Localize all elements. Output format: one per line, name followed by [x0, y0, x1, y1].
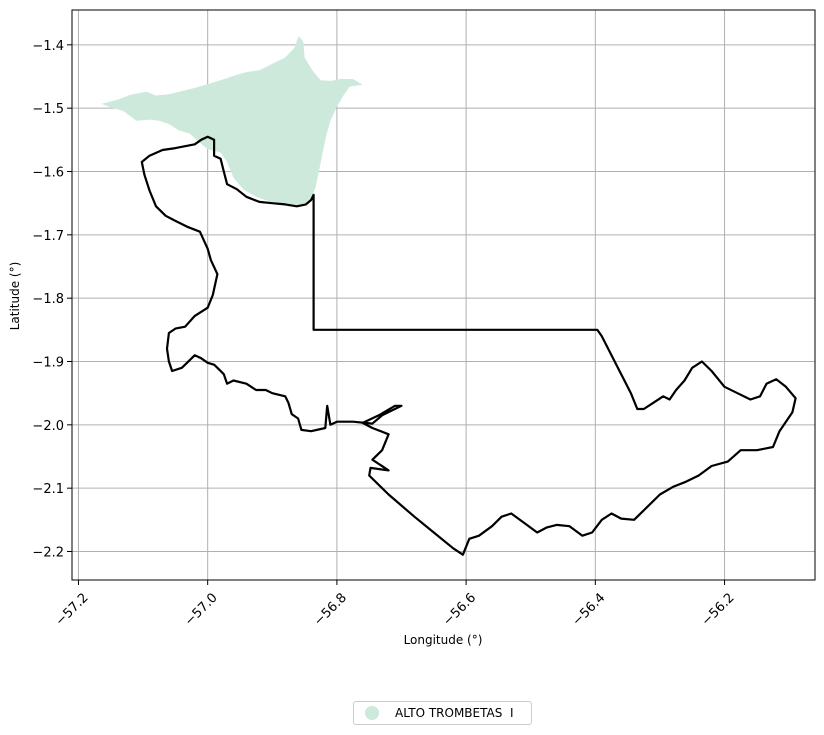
- y-tick-label: −2.2: [32, 546, 64, 561]
- boundary-outline: [140, 135, 797, 556]
- x-tick-label: −56.2: [699, 590, 738, 629]
- y-tick-label: −1.4: [32, 39, 64, 54]
- legend-label: ALTO TROMBETAS I: [395, 706, 514, 720]
- x-tick-label: −57.2: [53, 590, 92, 629]
- y-tick-label: −1.5: [32, 102, 64, 117]
- alto-trombetas-area: [101, 36, 363, 207]
- x-tick-label: −56.6: [440, 590, 479, 629]
- y-tick-label: −1.6: [32, 166, 64, 181]
- map-layers: [101, 36, 797, 556]
- x-axis-label: Longitude (°): [404, 633, 483, 647]
- x-tick-label: −57.0: [182, 590, 221, 629]
- x-tick-label: −56.8: [311, 590, 350, 629]
- y-tick-label: −2.1: [32, 482, 64, 497]
- x-tick-label: −56.4: [570, 590, 609, 629]
- y-tick-label: −1.7: [32, 229, 64, 244]
- plot-frame: [71, 9, 816, 581]
- y-axis-label: Latitude (°): [8, 262, 22, 331]
- y-tick-label: −1.8: [32, 292, 64, 307]
- y-tick-label: −1.9: [32, 356, 64, 371]
- y-tick-label: −2.0: [32, 419, 64, 434]
- legend: ALTO TROMBETAS I: [353, 701, 532, 725]
- legend-marker: [365, 706, 379, 720]
